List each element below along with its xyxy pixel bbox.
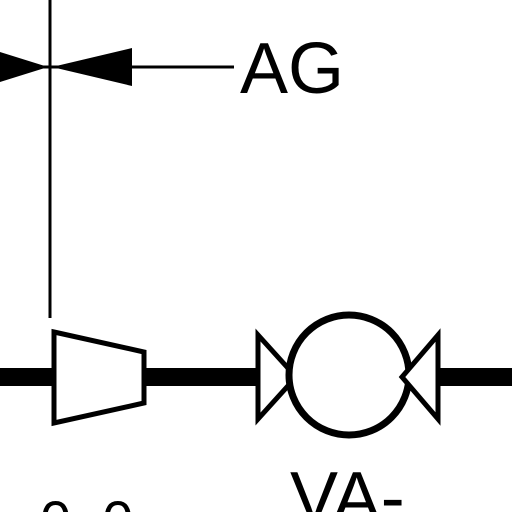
dimension-label: AG — [240, 29, 344, 109]
reducer-symbol — [51, 328, 147, 427]
valve-circle — [285, 311, 413, 439]
valve-right-triangle — [398, 328, 441, 426]
valve-left-triangle — [255, 328, 300, 426]
reducer-tag-label: 0. 0 — [40, 489, 133, 512]
right-arrowhead — [52, 48, 132, 86]
left-arrowhead — [0, 52, 48, 82]
valve-tag-label: VA- — [290, 458, 405, 512]
